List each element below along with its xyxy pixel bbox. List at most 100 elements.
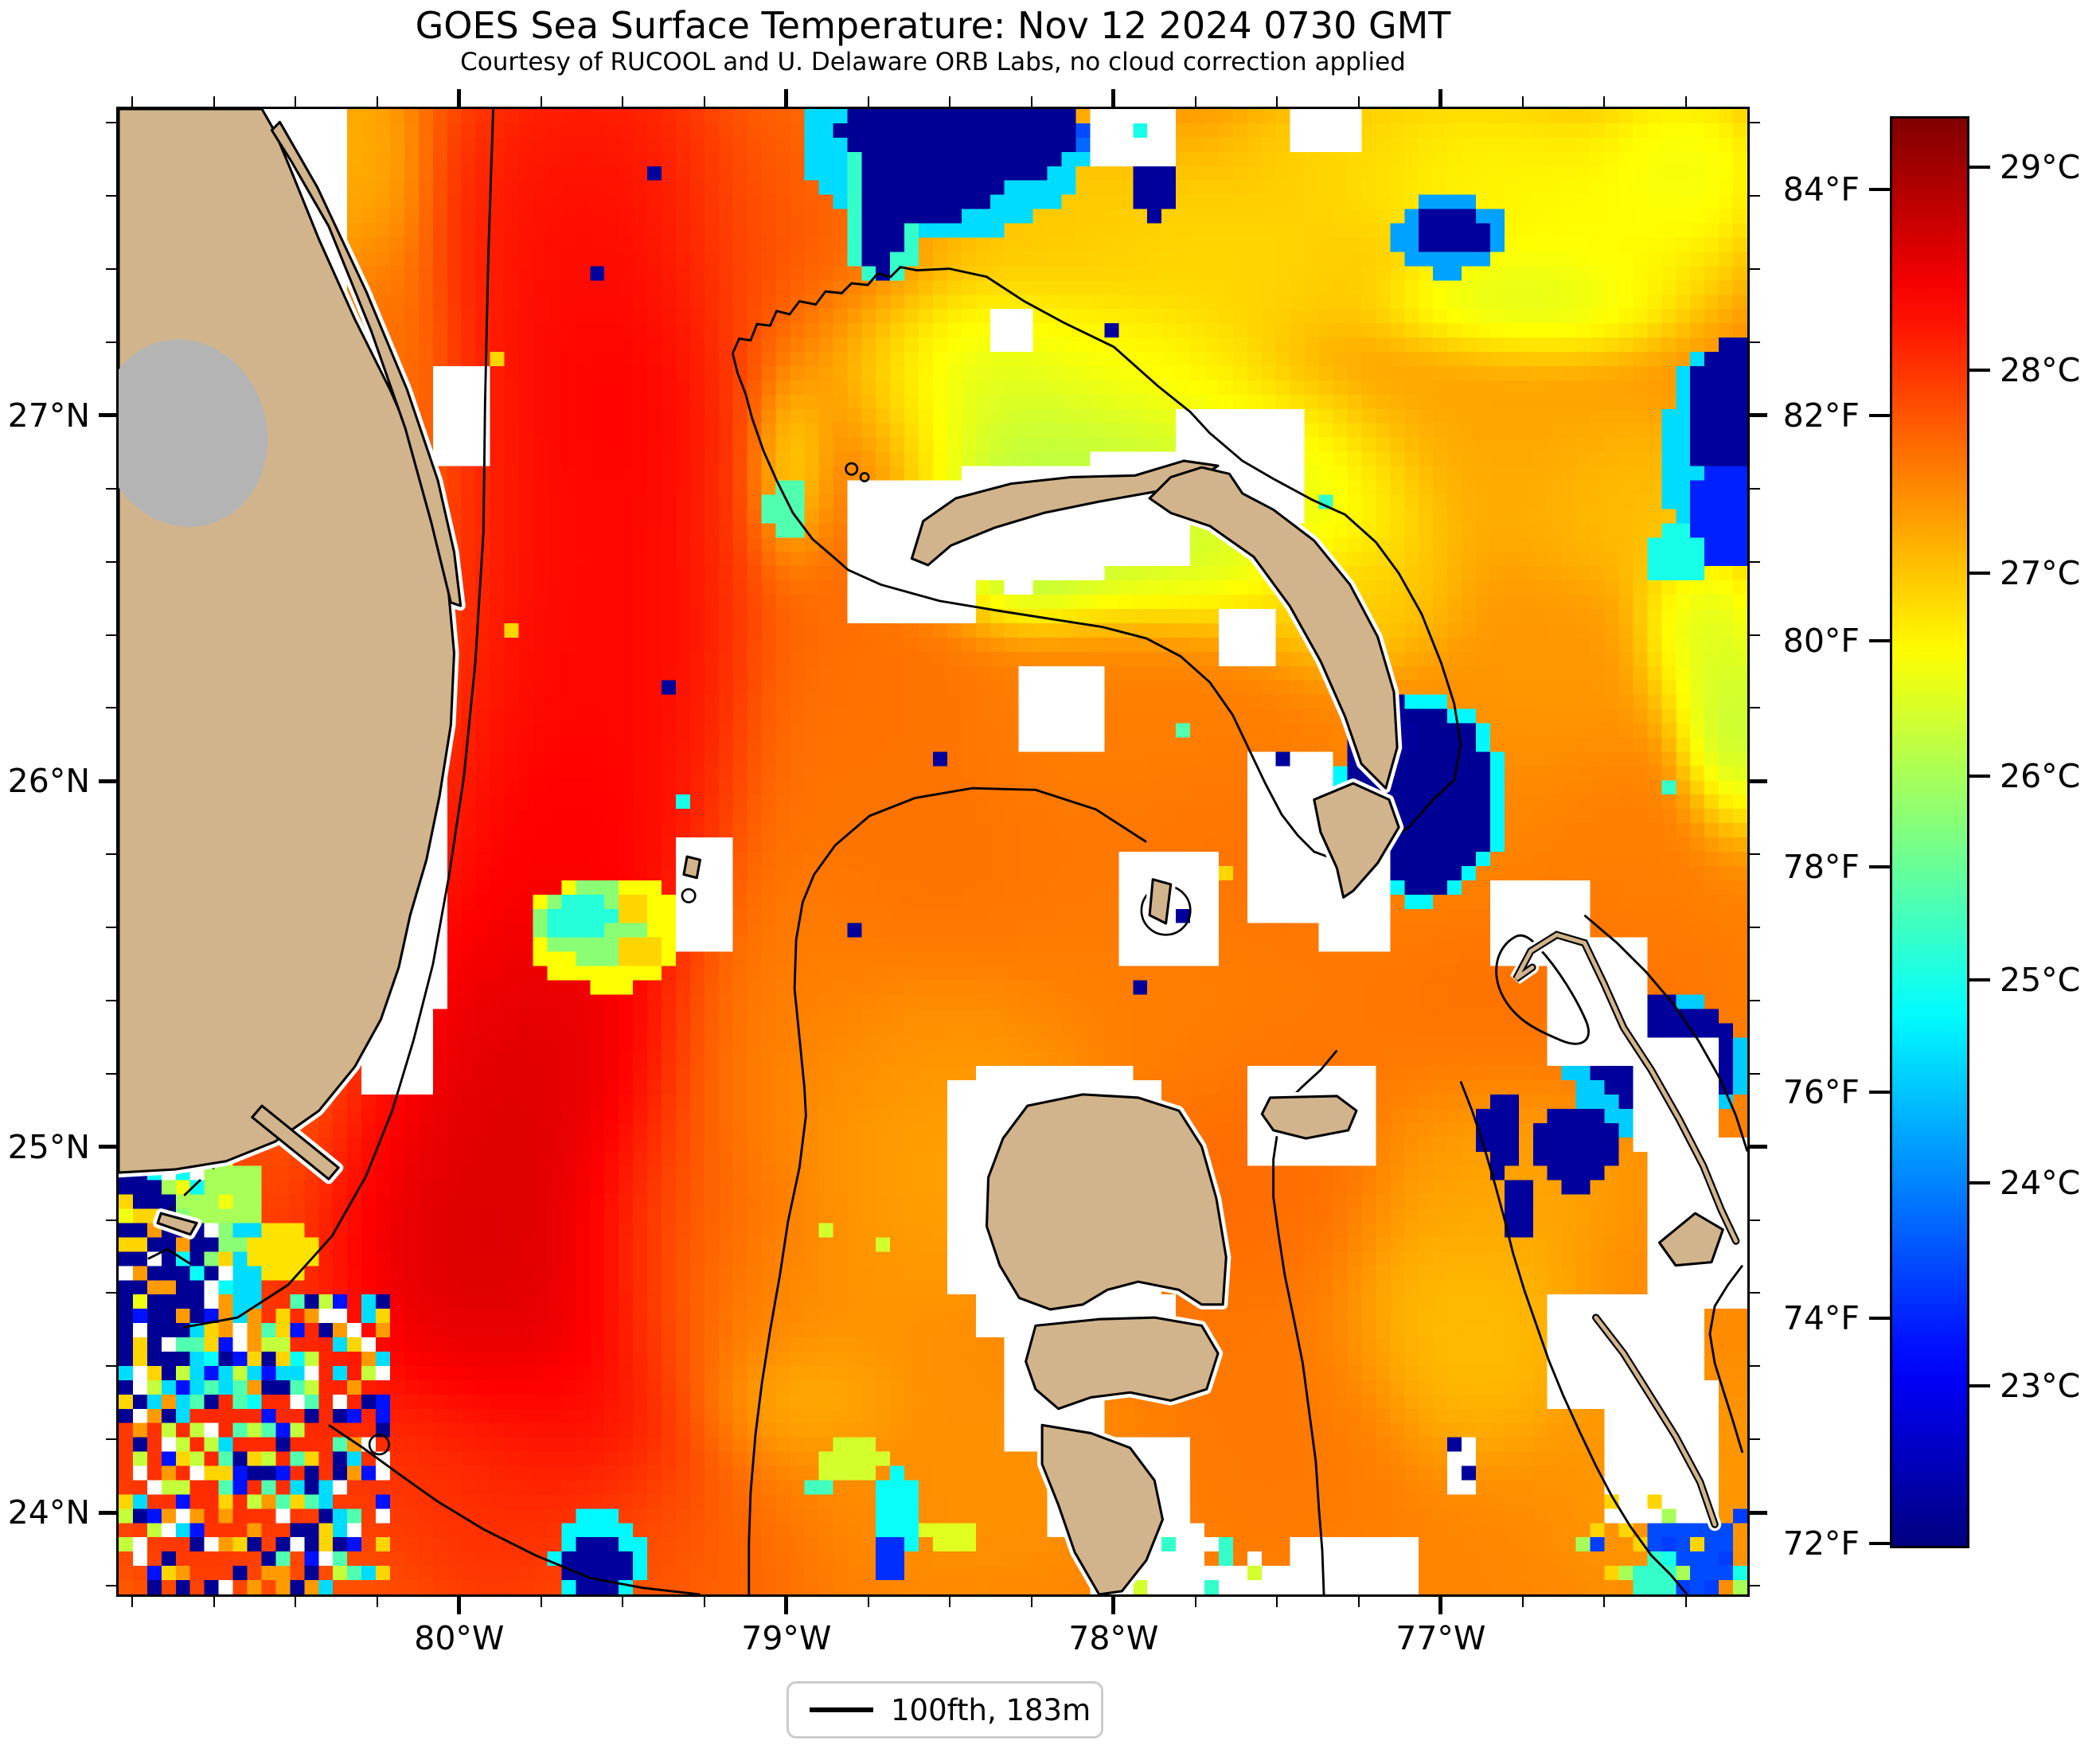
colorbar-tick-f — [1869, 1542, 1890, 1546]
colorbar-label-f: 84°F — [1782, 170, 1860, 209]
isobath-contour-line — [1459, 1080, 1688, 1594]
land-polygon — [1148, 878, 1173, 925]
isobath-contour-line — [1583, 914, 1747, 1152]
colorbar-tick-f — [1869, 188, 1890, 192]
coastline-contour-overlay — [119, 109, 1747, 1594]
axis-tick-mark — [1750, 1510, 1767, 1515]
axis-tick-mark — [1276, 96, 1278, 107]
isobath-contour-line — [732, 265, 1462, 860]
colorbar-tick-f — [1869, 639, 1890, 643]
axis-tick-mark — [106, 999, 116, 1001]
axis-tick-mark — [1750, 1145, 1767, 1149]
colorbar-label-c: 25°C — [2000, 960, 2081, 999]
axis-tick-mark — [1358, 96, 1360, 107]
axis-tick-mark — [1750, 634, 1760, 636]
isobath-contour-ring — [368, 1434, 390, 1456]
colorbar-label-f: 78°F — [1782, 847, 1860, 886]
isobath-contour-line — [747, 786, 1147, 1594]
y-tick-label: 25°N — [7, 1127, 90, 1166]
axis-tick-mark — [106, 122, 116, 124]
axis-tick-mark — [99, 779, 116, 783]
axis-tick-mark — [949, 96, 951, 107]
isobath-contour-line — [731, 353, 1333, 860]
land-polygon — [1040, 1423, 1165, 1594]
axis-tick-mark — [131, 1597, 133, 1607]
isobath-contour-ring — [681, 888, 697, 903]
y-tick-label: 24°N — [7, 1493, 90, 1532]
land-polygon — [682, 855, 701, 880]
axis-tick-mark — [867, 1597, 869, 1607]
colorbar-tick-c — [1969, 165, 1990, 169]
axis-tick-mark — [1603, 1597, 1606, 1607]
axis-tick-mark — [540, 96, 542, 107]
axis-tick-mark — [1194, 96, 1196, 107]
isobath-contour-ring — [845, 462, 859, 476]
colorbar-label-c: 26°C — [2000, 757, 2081, 796]
chart-title: GOES Sea Surface Temperature: Nov 12 202… — [415, 4, 1451, 47]
axis-tick-mark — [295, 96, 297, 107]
axis-tick-mark — [704, 1597, 706, 1607]
axis-tick-mark — [457, 89, 462, 107]
land-polygon — [1657, 1212, 1724, 1267]
lake-okeechobee — [119, 339, 268, 527]
axis-tick-mark — [295, 1597, 297, 1607]
colorbar-tick-c — [1969, 572, 1990, 576]
axis-tick-mark — [99, 1510, 116, 1515]
axis-tick-mark — [867, 96, 869, 107]
axis-tick-mark — [1750, 779, 1767, 783]
axis-tick-mark — [213, 1597, 215, 1607]
axis-tick-mark — [949, 1597, 951, 1607]
colorbar-label-c: 23°C — [2000, 1366, 2081, 1405]
axis-tick-mark — [457, 1597, 462, 1614]
axis-tick-mark — [106, 634, 116, 636]
axis-tick-mark — [1750, 341, 1760, 344]
axis-tick-mark — [106, 707, 116, 709]
axis-tick-mark — [106, 487, 116, 490]
axis-tick-mark — [106, 1438, 116, 1441]
land-polygon — [156, 1212, 198, 1236]
colorbar-tick-c — [1969, 978, 1990, 981]
colorbar-tick-c — [1969, 1383, 1990, 1387]
isobath-contour-line — [1495, 934, 1590, 1045]
axis-tick-mark — [106, 1584, 116, 1586]
axis-tick-mark — [1750, 195, 1760, 197]
colorbar-tick-c — [1969, 775, 1990, 779]
axis-tick-mark — [131, 96, 133, 107]
legend-box: 100fth, 183m — [787, 1681, 1103, 1739]
colorbar-label-f: 74°F — [1782, 1298, 1860, 1337]
colorbar-tick-f — [1869, 1091, 1890, 1095]
axis-tick-mark — [106, 268, 116, 271]
legend-label: 100fth, 183m — [891, 1692, 1091, 1727]
x-tick-label: 77°W — [1395, 1619, 1486, 1657]
axis-tick-mark — [1438, 89, 1443, 107]
isobath-contour-line — [328, 1424, 701, 1594]
axis-tick-mark — [1031, 96, 1033, 107]
colorbar-label-f: 80°F — [1782, 622, 1860, 661]
axis-tick-mark — [1111, 89, 1116, 107]
island-strip — [1594, 1315, 1717, 1527]
colorbar — [1890, 116, 1969, 1548]
axis-tick-mark — [622, 96, 624, 107]
island-strip — [1514, 932, 1739, 1243]
x-tick-label: 78°W — [1068, 1619, 1159, 1657]
axis-tick-mark — [1750, 268, 1760, 271]
axis-tick-mark — [1750, 1584, 1760, 1586]
colorbar-tick-f — [1869, 1316, 1890, 1320]
axis-tick-mark — [1750, 999, 1760, 1001]
axis-tick-mark — [1750, 1292, 1760, 1294]
axis-tick-mark — [1750, 122, 1760, 124]
axis-tick-mark — [106, 1365, 116, 1368]
land-polygon — [1148, 466, 1399, 790]
contour-line-sample — [810, 1707, 873, 1712]
axis-tick-mark — [1750, 927, 1760, 929]
island-cloud-fringe — [1589, 1310, 1722, 1532]
axis-tick-mark — [1438, 1597, 1443, 1614]
axis-tick-mark — [377, 1597, 379, 1607]
chart-subtitle: Courtesy of RUCOOL and U. Delaware ORB L… — [460, 48, 1406, 76]
axis-tick-mark — [540, 1597, 542, 1607]
axis-tick-mark — [622, 1597, 624, 1607]
x-tick-label: 79°W — [741, 1619, 832, 1657]
land-polygon — [251, 1104, 340, 1180]
axis-tick-mark — [1750, 853, 1760, 856]
colorbar-label-f: 72°F — [1782, 1524, 1860, 1563]
